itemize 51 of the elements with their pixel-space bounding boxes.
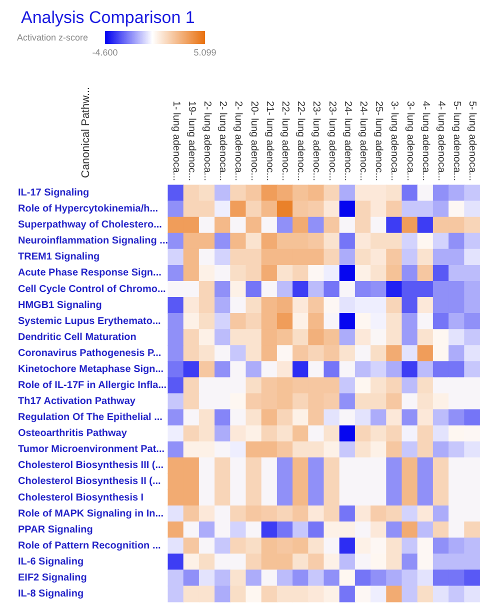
x-tick-label: 5- lung adenoca... bbox=[466, 100, 478, 181]
x-tick-label: 4- lung adenoca... bbox=[420, 100, 431, 181]
y-tick-label: Th17 Activation Pathway bbox=[18, 396, 136, 408]
y-tick-label: IL-17 Signaling bbox=[18, 188, 90, 199]
y-tick-label: Regulation Of The Epithelial ... bbox=[18, 412, 163, 424]
y-tick-label: Cholesterol Biosynthesis I bbox=[18, 492, 144, 504]
y-tick-label: Role of MAPK Signaling in In... bbox=[18, 508, 164, 520]
y-tick-label: Dendritic Cell Maturation bbox=[18, 332, 136, 343]
x-tick-label: 2- lung adenoca... bbox=[217, 100, 228, 181]
y-tick-label: Coronavirus Pathogenesis P... bbox=[18, 348, 162, 359]
y-tick-label: Role of Hypercytokinemia/h... bbox=[18, 204, 158, 215]
x-tick-label: 1- lung adenoca... bbox=[170, 100, 182, 181]
x-tick-label: 21- lung adenoc... bbox=[264, 100, 275, 181]
x-tick-label: 22- lung adenoc... bbox=[280, 100, 290, 181]
y-tick-label: Systemic Lupus Erythemato... bbox=[18, 316, 162, 327]
x-tick-label: 23- lung adenoc... bbox=[326, 100, 338, 181]
color-bar-label: 5.099 bbox=[194, 48, 216, 58]
x-tick-label: 5- lung adenoca... bbox=[451, 100, 462, 181]
x-tick-label: 23- lung adenoc... bbox=[310, 100, 322, 181]
color-bar-title: Activation z-score bbox=[17, 32, 88, 42]
y-tick-label: EIF2 Signaling bbox=[18, 572, 87, 584]
y-tick-label: Cell Cycle Control of Chromo... bbox=[18, 284, 166, 295]
x-tick-label: 2- lung adenoca... bbox=[202, 100, 212, 181]
y-tick-label: HMGB1 Signaling bbox=[18, 300, 102, 311]
x-tick-label: 20- lung adenoc... bbox=[248, 100, 260, 181]
color-bar-label: -4.600 bbox=[92, 48, 118, 58]
y-tick-label: IL-8 Signaling bbox=[18, 588, 84, 600]
y-tick-label: Osteoarthritis Pathway bbox=[18, 428, 128, 440]
y-tick-label: Cholesterol Biosynthesis III (... bbox=[18, 460, 164, 472]
y-tick-label: TREM1 Signaling bbox=[18, 252, 100, 263]
x-tick-label: 2- lung adenoca... bbox=[232, 100, 244, 181]
x-tick-label: 3- lung adenoca... bbox=[404, 100, 416, 181]
y-tick-label: IL-6 Signaling bbox=[18, 556, 84, 568]
x-tick-label: 24- lung adenoc... bbox=[358, 100, 368, 181]
x-tick-label: 25- lung adenoc... bbox=[373, 100, 384, 181]
y-tick-label: Cholesterol Biosynthesis II (... bbox=[18, 476, 162, 488]
y-tick-label: Role of Pattern Recognition ... bbox=[18, 540, 162, 552]
y-tick-label: Tumor Microenvironment Pat... bbox=[18, 444, 165, 456]
y-tick-label: Acute Phase Response Sign... bbox=[18, 268, 162, 279]
y-tick-label: Superpathway of Cholestero... bbox=[18, 220, 162, 231]
x-tick-label: 4- lung adenoca... bbox=[436, 100, 446, 181]
x-tick-label: 22- lung adenoc... bbox=[295, 100, 306, 181]
y-tick-label: PPAR Signaling bbox=[18, 524, 93, 536]
x-tick-label: 3- lung adenoca... bbox=[388, 100, 400, 181]
x-tick-label: 19- lung adenoc... bbox=[186, 100, 197, 181]
chart-title: Analysis Comparison 1 bbox=[21, 8, 195, 27]
y-tick-label: Neuroinflammation Signaling ... bbox=[18, 236, 168, 247]
y-axis-title: Canonical Pathw... bbox=[80, 86, 92, 178]
y-tick-label: Kinetochore Metaphase Sign... bbox=[18, 364, 164, 375]
x-tick-label: 24- lung adenoc... bbox=[342, 100, 353, 181]
y-tick-label: Role of IL-17F in Allergic Infla... bbox=[18, 380, 167, 391]
